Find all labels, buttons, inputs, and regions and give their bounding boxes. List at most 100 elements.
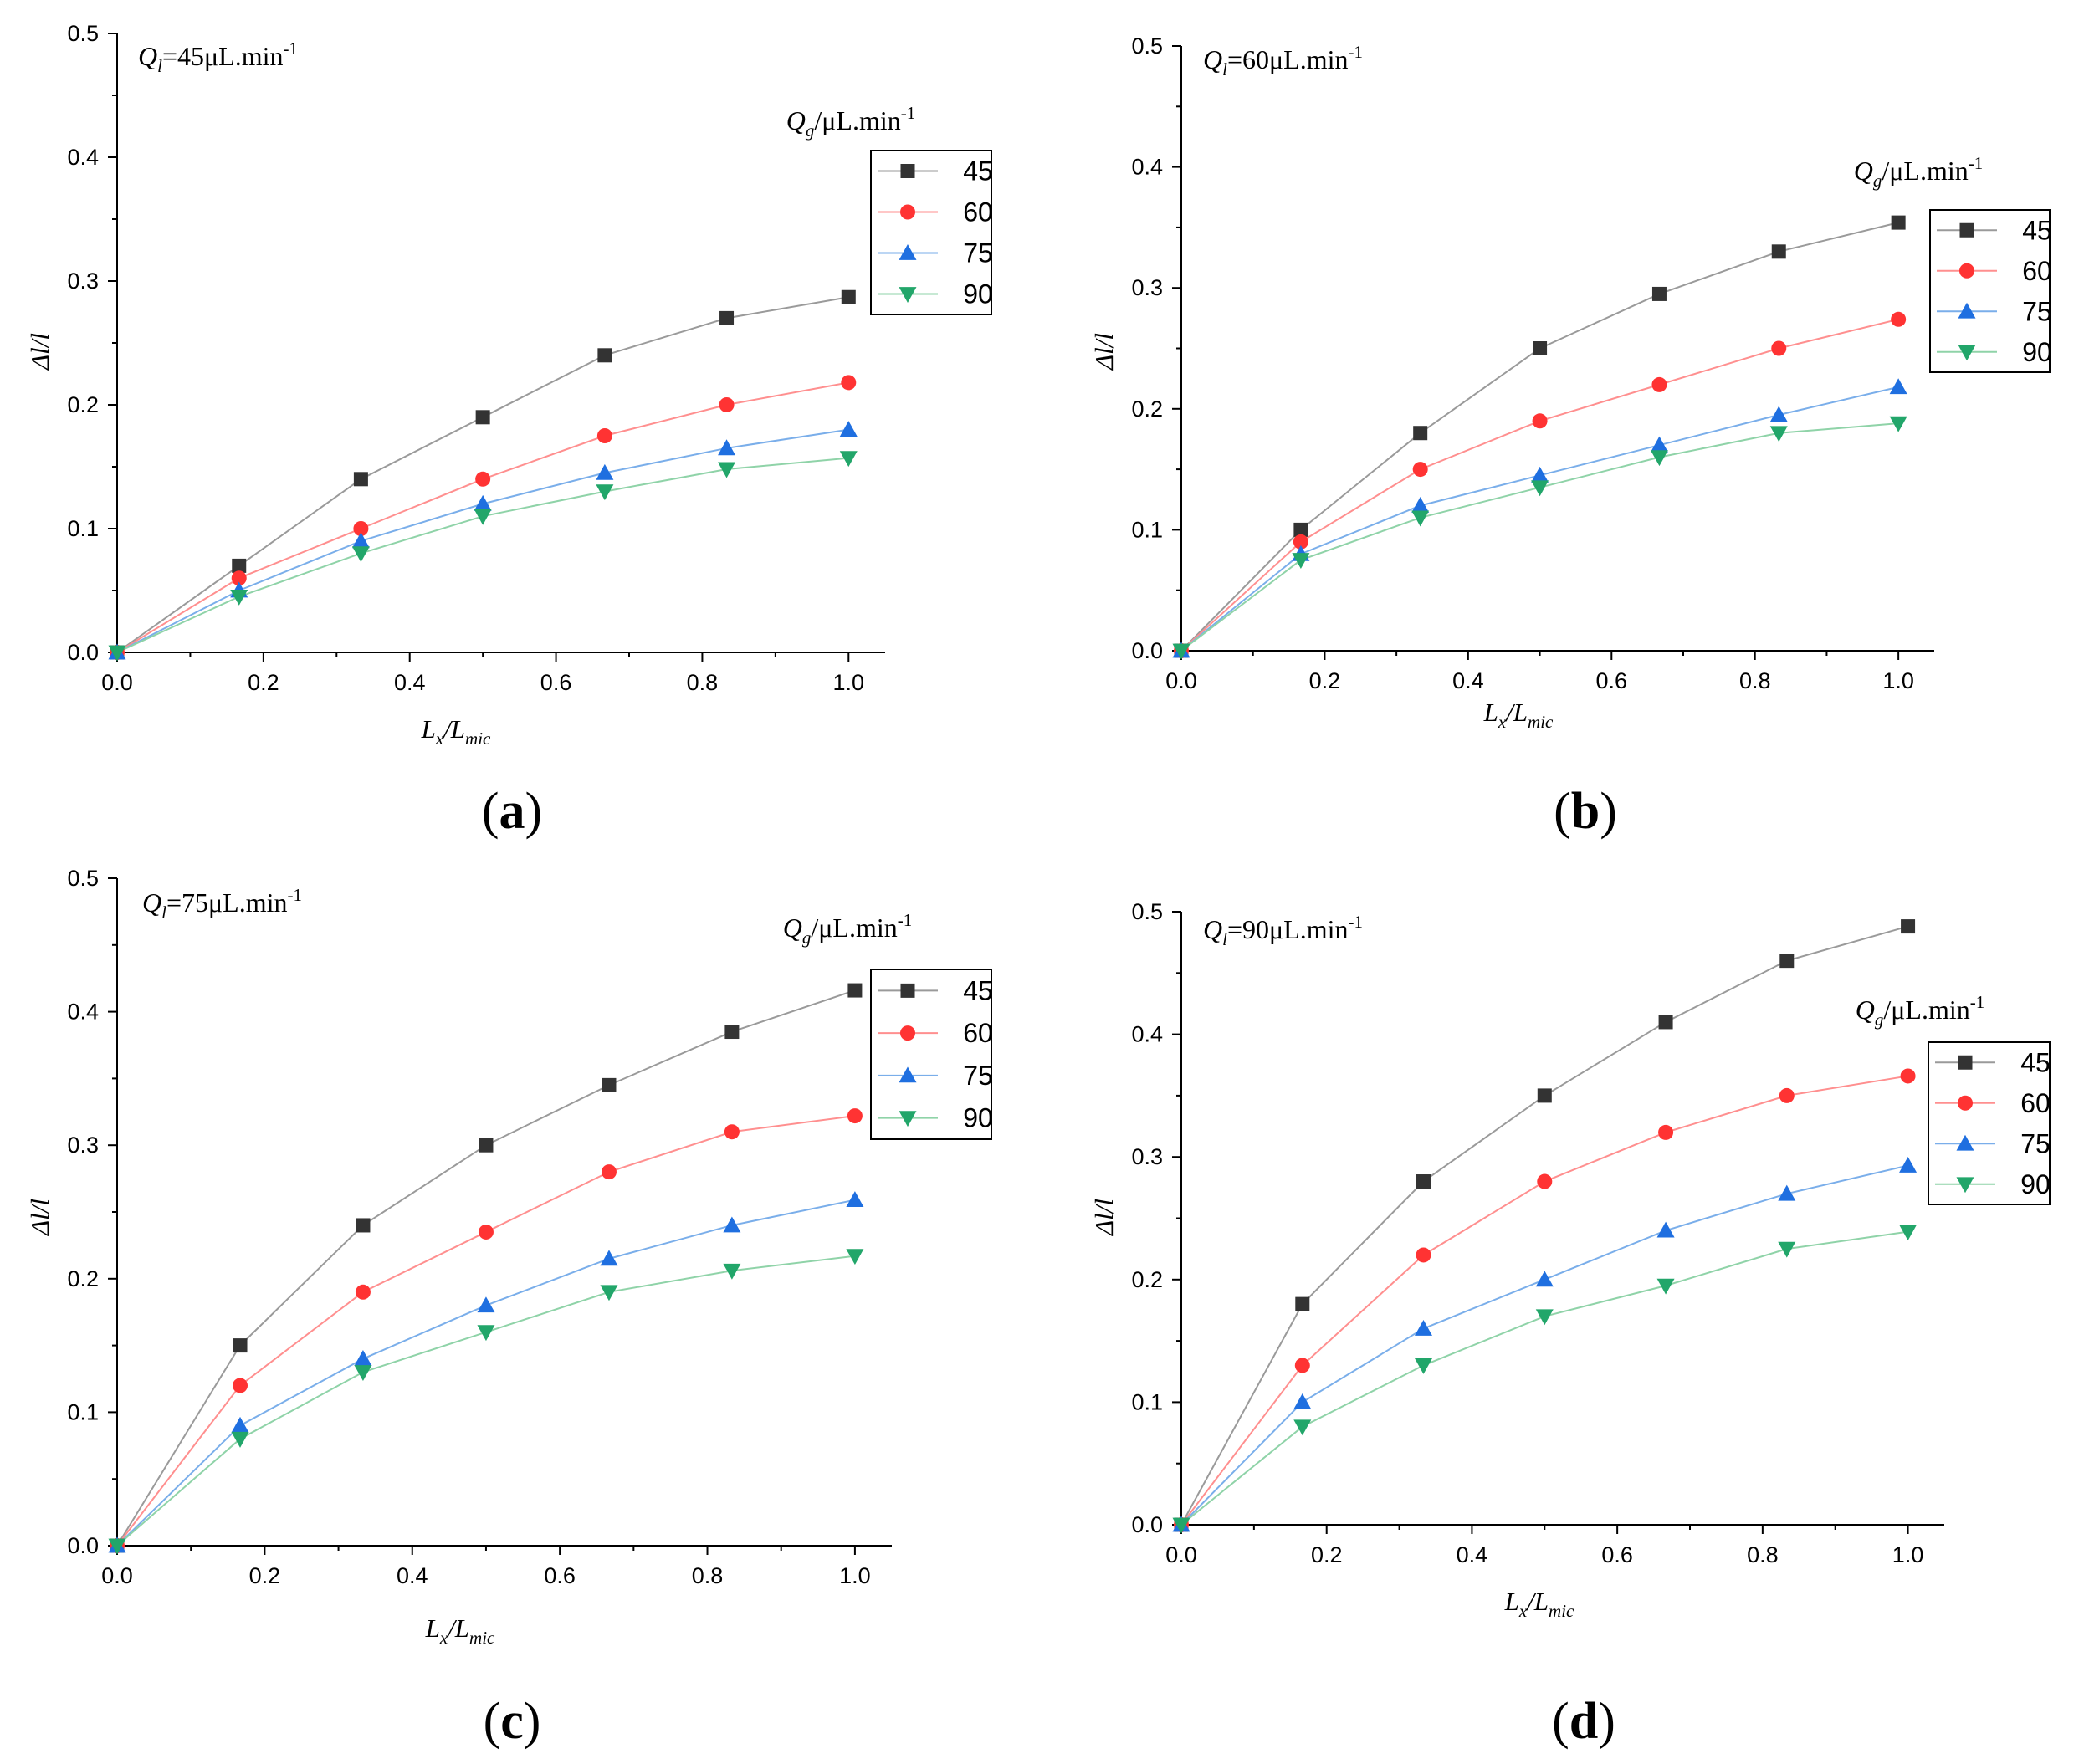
series-75-point [596, 463, 614, 480]
series-60-point [475, 471, 491, 487]
series-75-point [1899, 1156, 1917, 1173]
series-75-point [1778, 1184, 1796, 1201]
series-60-point [1900, 1068, 1916, 1084]
x-axis-title: Lx/Lmic [1504, 1587, 1574, 1621]
legend-marker-45 [1958, 1055, 1973, 1070]
legend-box [1928, 1041, 2051, 1205]
series-90-point [1172, 1517, 1190, 1534]
legend-marker-60 [1959, 263, 1974, 279]
series-60-point [355, 1284, 371, 1300]
series-75-line [116, 1199, 856, 1547]
series-90-point [477, 1325, 495, 1342]
x-tick-label: 0.4 [1457, 1542, 1488, 1567]
panel-label: (a) [482, 783, 542, 840]
chart-panel-1: 0.0 0.2 0.4 0.6 0.8 1.0 0.0 0.1 0.2 0.3 0.4 0.5 Ql=4… [25, 21, 993, 840]
y-tick-label: 0.2 [1131, 396, 1163, 422]
series-45-point [1293, 522, 1308, 537]
x-axis-title: Lx/Lmic [421, 714, 491, 749]
series-60-point [1532, 413, 1548, 429]
y-tick-label: 0.1 [1131, 517, 1163, 542]
y-tick-label: 0.3 [1131, 275, 1163, 300]
x-axis-title: Lx/Lmic [425, 1613, 495, 1648]
legend-marker-90 [1956, 1177, 1974, 1194]
x-tick-label: 0.8 [687, 670, 719, 695]
legend-box [870, 969, 992, 1140]
condition-annotation: Ql=90μL.min-1 [1203, 912, 1363, 949]
series-45-point [1537, 1088, 1552, 1103]
series-90-point [718, 462, 736, 478]
legend-label-90: 90 [963, 1103, 993, 1133]
y-tick-label: 0.4 [1131, 1022, 1163, 1047]
legend-marker-45 [1959, 222, 1974, 238]
y-tick-label: 0.2 [67, 1266, 99, 1291]
series-60-point [1537, 1173, 1553, 1189]
series-75-point [1535, 1271, 1554, 1287]
y-tick-label: 0.5 [1131, 33, 1163, 59]
y-tick-label: 0.5 [67, 866, 99, 891]
y-tick-label: 0.4 [67, 145, 99, 170]
legend-label-45: 45 [2022, 215, 2052, 245]
legend-label-90: 90 [2020, 1169, 2051, 1199]
x-tick-label: 0.0 [1165, 1542, 1197, 1567]
y-tick-label: 0.0 [1131, 638, 1163, 663]
legend-title: Qg/μL.min-1 [786, 103, 915, 141]
legend-marker-60 [1958, 1095, 1973, 1111]
series-90-point [1899, 1225, 1917, 1241]
y-axis-title: Δl/l [25, 333, 54, 371]
series-75-point [474, 494, 492, 511]
y-tick-label: 0.1 [67, 516, 99, 541]
legend-label-45: 45 [963, 975, 993, 1005]
condition-annotation: Ql=75μL.min-1 [142, 885, 302, 923]
series-60-point [601, 1164, 617, 1180]
series-75-point [846, 1191, 864, 1208]
x-tick-label: 1.0 [833, 670, 865, 695]
series-90-point [839, 451, 858, 468]
series-75-point [718, 439, 736, 456]
series-90-point [846, 1249, 864, 1265]
legend-title: Qg/μL.min-1 [1856, 992, 1984, 1030]
y-tick-label: 0.5 [67, 21, 99, 46]
series-75-point [1769, 406, 1788, 422]
series-90-point [351, 546, 370, 563]
series-45-point [1533, 341, 1548, 355]
series-90-point [1292, 553, 1310, 570]
y-tick-label: 0.0 [67, 640, 99, 665]
y-axis-title: Δl/l [1089, 333, 1119, 371]
x-tick-label: 0.4 [1452, 668, 1484, 693]
series-45-point [719, 310, 735, 325]
series-45-point [356, 1218, 371, 1233]
series-60-point [1293, 534, 1308, 550]
series-75-point [1650, 436, 1668, 453]
legend-title: Qg/μL.min-1 [1854, 153, 1983, 191]
x-tick-label: 0.6 [544, 1563, 576, 1588]
series-75-point [1414, 1319, 1432, 1336]
y-tick-label: 0.0 [1131, 1512, 1163, 1537]
series-45-point [841, 289, 856, 304]
series-60-point [1891, 311, 1907, 327]
x-tick-label: 0.2 [248, 670, 279, 695]
x-tick-label: 0.0 [101, 670, 133, 695]
series-75-point [839, 421, 858, 437]
legend: 45 60 75 90 [870, 150, 993, 315]
series-45-point [1891, 215, 1906, 230]
series-60-point [1651, 376, 1667, 392]
x-tick-label: 1.0 [839, 1563, 871, 1588]
series-60-point [1294, 1358, 1310, 1373]
legend-marker-75 [899, 1066, 917, 1083]
legend-marker-90 [899, 287, 917, 303]
series-60-point [353, 521, 369, 536]
series-45-line [116, 989, 856, 1547]
series-75-point [354, 1350, 372, 1366]
x-tick-label: 1.0 [1892, 1542, 1924, 1567]
series-90-point [600, 1285, 618, 1301]
series-75-point [231, 1416, 249, 1433]
series-90-point [596, 484, 614, 501]
series-60-point [231, 570, 247, 586]
series-60-line [1180, 1075, 1908, 1526]
legend-marker-90 [899, 1111, 917, 1127]
series-45-point [1658, 1015, 1673, 1030]
series-75-point [1656, 1221, 1675, 1238]
series-75-point [1293, 1393, 1312, 1409]
legend-marker-75 [1956, 1134, 1974, 1151]
